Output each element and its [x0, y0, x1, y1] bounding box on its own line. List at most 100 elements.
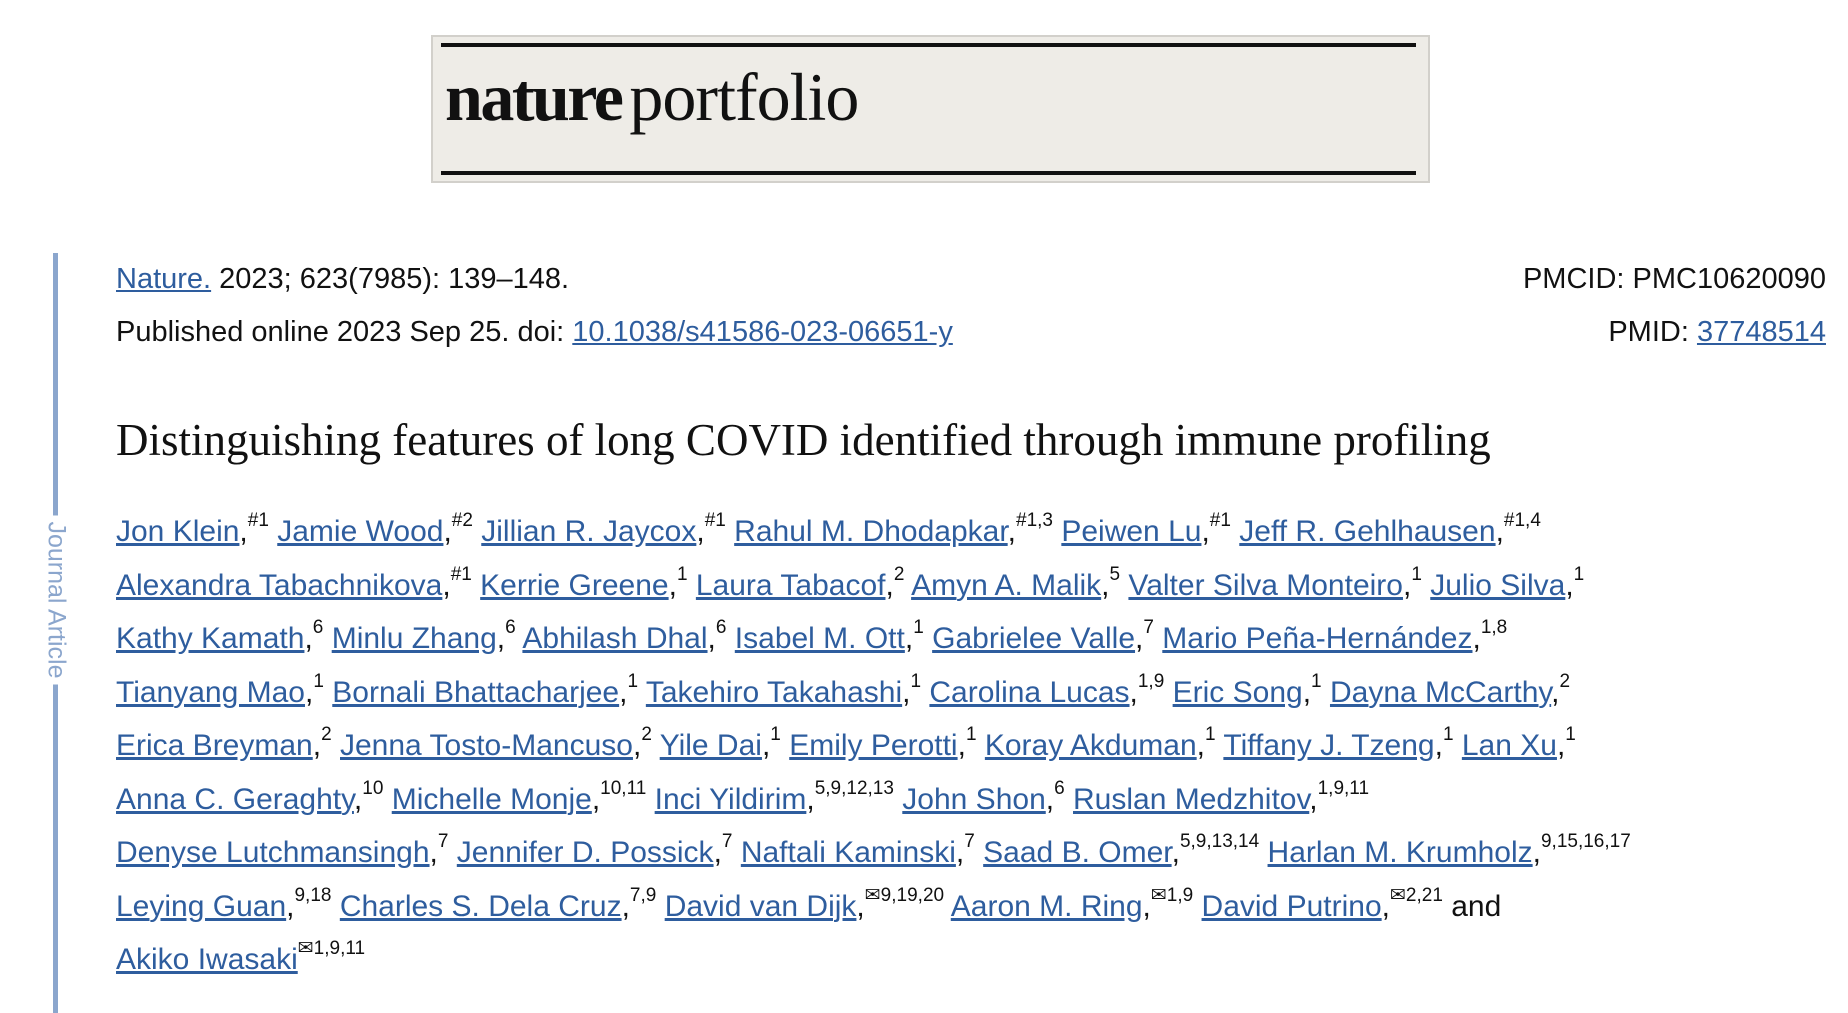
author-link[interactable]: Akiko Iwasaki: [116, 943, 298, 976]
affiliation-superscript: 2: [641, 724, 652, 745]
author-entry: Mario Peña-Hernández,1,8: [1162, 617, 1507, 655]
affiliation-superscript: 1: [965, 724, 977, 745]
author-entry: Jennifer D. Possick,7: [456, 831, 733, 869]
author-link[interactable]: Alexandra Tabachnikova: [116, 568, 443, 602]
author-link[interactable]: David van Dijk: [664, 889, 857, 923]
author-link[interactable]: Minlu Zhang: [331, 622, 497, 655]
author-link[interactable]: Takehiro Takahashi: [645, 675, 903, 709]
author-link[interactable]: Jennifer D. Possick: [456, 836, 714, 869]
author-link[interactable]: Ruslan Medzhitov: [1073, 782, 1310, 816]
author-link[interactable]: Peiwen Lu: [1061, 515, 1202, 548]
author-link[interactable]: Mario Peña-Hernández: [1162, 622, 1473, 655]
author-separator: ,: [1171, 836, 1180, 869]
author-entry: Naftali Kaminski,7: [740, 831, 975, 869]
affiliation-superscript: #1,3: [1016, 510, 1053, 531]
author-entry: Yile Dai,1: [659, 724, 781, 762]
author-link[interactable]: Rahul M. Dhodapkar: [734, 515, 1008, 548]
author-separator: ,: [1142, 889, 1151, 923]
author-link[interactable]: Leying Guan: [116, 889, 287, 923]
doi-link[interactable]: 10.1038/s41586-023-06651-y: [572, 316, 953, 348]
author-separator: ,: [1551, 675, 1560, 709]
author-link[interactable]: Anna C. Geraghty: [116, 782, 354, 816]
author-entry: Jamie Wood,#2: [277, 510, 473, 548]
author-link[interactable]: Koray Akduman: [984, 729, 1197, 762]
pmid-link[interactable]: 37748514: [1696, 316, 1826, 348]
author-link[interactable]: Gabrielee Valle: [932, 622, 1136, 655]
author-link[interactable]: Dayna McCarthy: [1329, 675, 1552, 709]
author-separator: ,: [1309, 782, 1318, 816]
author-link[interactable]: Kerrie Greene: [480, 568, 669, 602]
author-link[interactable]: Erica Breyman: [116, 729, 313, 762]
citation-line-2: Published online 2023 Sep 25. doi: 10.10…: [116, 306, 953, 359]
author-link[interactable]: Charles S. Dela Cruz: [339, 889, 622, 923]
author-separator: ,: [696, 515, 705, 548]
author-separator: ,: [902, 675, 911, 709]
author-link[interactable]: Saad B. Omer: [983, 836, 1172, 869]
author-link[interactable]: David Putrino: [1201, 889, 1382, 923]
affiliation-superscript: 9,18: [294, 884, 332, 906]
author-entry: Abhilash Dhal,6: [522, 617, 726, 655]
author-link[interactable]: Tiffany J. Tzeng: [1223, 729, 1435, 762]
affiliation-superscript: #1,4: [1503, 510, 1541, 531]
affiliation-superscript: 1: [1411, 563, 1422, 585]
author-entry: David van Dijk,✉9,19,20: [664, 885, 944, 923]
author-entry: Eric Song,1: [1172, 671, 1322, 709]
author-link[interactable]: Yile Dai: [659, 729, 762, 762]
author-separator: ,: [904, 622, 914, 655]
author-entry: Anna C. Geraghty,10: [116, 778, 383, 816]
affiliation-superscript: ✉2,21: [1389, 884, 1443, 906]
journal-link[interactable]: Nature.: [116, 263, 212, 295]
author-separator: ,: [713, 836, 722, 869]
author-link[interactable]: Jenna Tosto-Mancuso: [340, 729, 633, 762]
author-link[interactable]: Denyse Lutchmansingh: [116, 836, 430, 869]
author-entry: Jenna Tosto-Mancuso,2: [340, 724, 652, 762]
author-link[interactable]: Bornali Bhattacharjee: [332, 675, 620, 709]
affiliation-superscript: 1,9,11: [1317, 777, 1370, 799]
author-entry: David Putrino,✉2,21: [1201, 885, 1443, 923]
author-separator: ,: [286, 889, 295, 923]
author-link[interactable]: Michelle Monje: [391, 782, 592, 816]
author-link[interactable]: Isabel M. Ott: [734, 622, 905, 655]
author-link[interactable]: Emily Perotti: [789, 729, 958, 762]
author-link[interactable]: Abhilash Dhal: [522, 622, 708, 655]
author-link[interactable]: Jillian R. Jaycox: [481, 515, 697, 548]
author-link[interactable]: Aaron M. Ring: [950, 889, 1143, 923]
author-link[interactable]: Jon Klein: [116, 515, 240, 548]
pmid-line: PMID: 37748514: [1523, 306, 1826, 359]
author-line: Alexandra Tabachnikova,#1 Kerrie Greene,…: [116, 552, 1836, 606]
author-link[interactable]: Inci Yildirim: [654, 782, 807, 816]
author-link[interactable]: Valter Silva Monteiro: [1128, 568, 1403, 602]
author-link[interactable]: Amyn A. Malik: [911, 568, 1102, 602]
author-link[interactable]: Jeff R. Gehlhausen: [1239, 515, 1496, 548]
author-line: Leying Guan,9,18 Charles S. Dela Cruz,7,…: [116, 873, 1836, 927]
author-link[interactable]: Harlan M. Krumholz: [1267, 836, 1533, 869]
author-separator: ,: [1196, 729, 1205, 762]
affiliation-superscript: ✉1,9,11: [297, 938, 366, 959]
author-link[interactable]: Eric Song: [1172, 675, 1303, 709]
article-type-label: Journal Article: [41, 515, 71, 685]
author-link[interactable]: Laura Tabacof: [695, 568, 886, 602]
author-entry: Julio Silva,1: [1430, 564, 1584, 602]
author-link[interactable]: Carolina Lucas: [929, 675, 1130, 709]
author-link[interactable]: Julio Silva: [1430, 568, 1566, 602]
affiliation-superscript: 1,9: [1137, 670, 1165, 692]
author-link[interactable]: Jamie Wood: [277, 515, 444, 548]
author-link[interactable]: Naftali Kaminski: [740, 836, 956, 869]
author-link[interactable]: Lan Xu: [1461, 729, 1557, 762]
author-entry: Minlu Zhang,6: [331, 617, 516, 655]
logo-word-portfolio: portfolio: [629, 59, 859, 135]
author-link[interactable]: Tianyang Mao: [116, 675, 305, 709]
author-entry: Harlan M. Krumholz,9,15,16,17: [1267, 831, 1631, 869]
author-line: Denyse Lutchmansingh,7 Jennifer D. Possi…: [116, 819, 1836, 873]
author-entry: Alexandra Tabachnikova,#1: [116, 564, 472, 602]
author-entry: Peiwen Lu,#1: [1061, 510, 1231, 548]
author-separator: ,: [707, 622, 716, 655]
author-separator: ,: [632, 729, 642, 762]
author-link[interactable]: John Shon: [902, 782, 1046, 816]
author-separator: ,: [1201, 515, 1210, 548]
author-entry: Tianyang Mao,1: [116, 671, 324, 709]
author-separator: ,: [304, 622, 313, 655]
author-separator: ,: [668, 568, 677, 602]
author-link[interactable]: Kathy Kamath: [116, 622, 305, 655]
author-separator: ,: [591, 782, 601, 816]
